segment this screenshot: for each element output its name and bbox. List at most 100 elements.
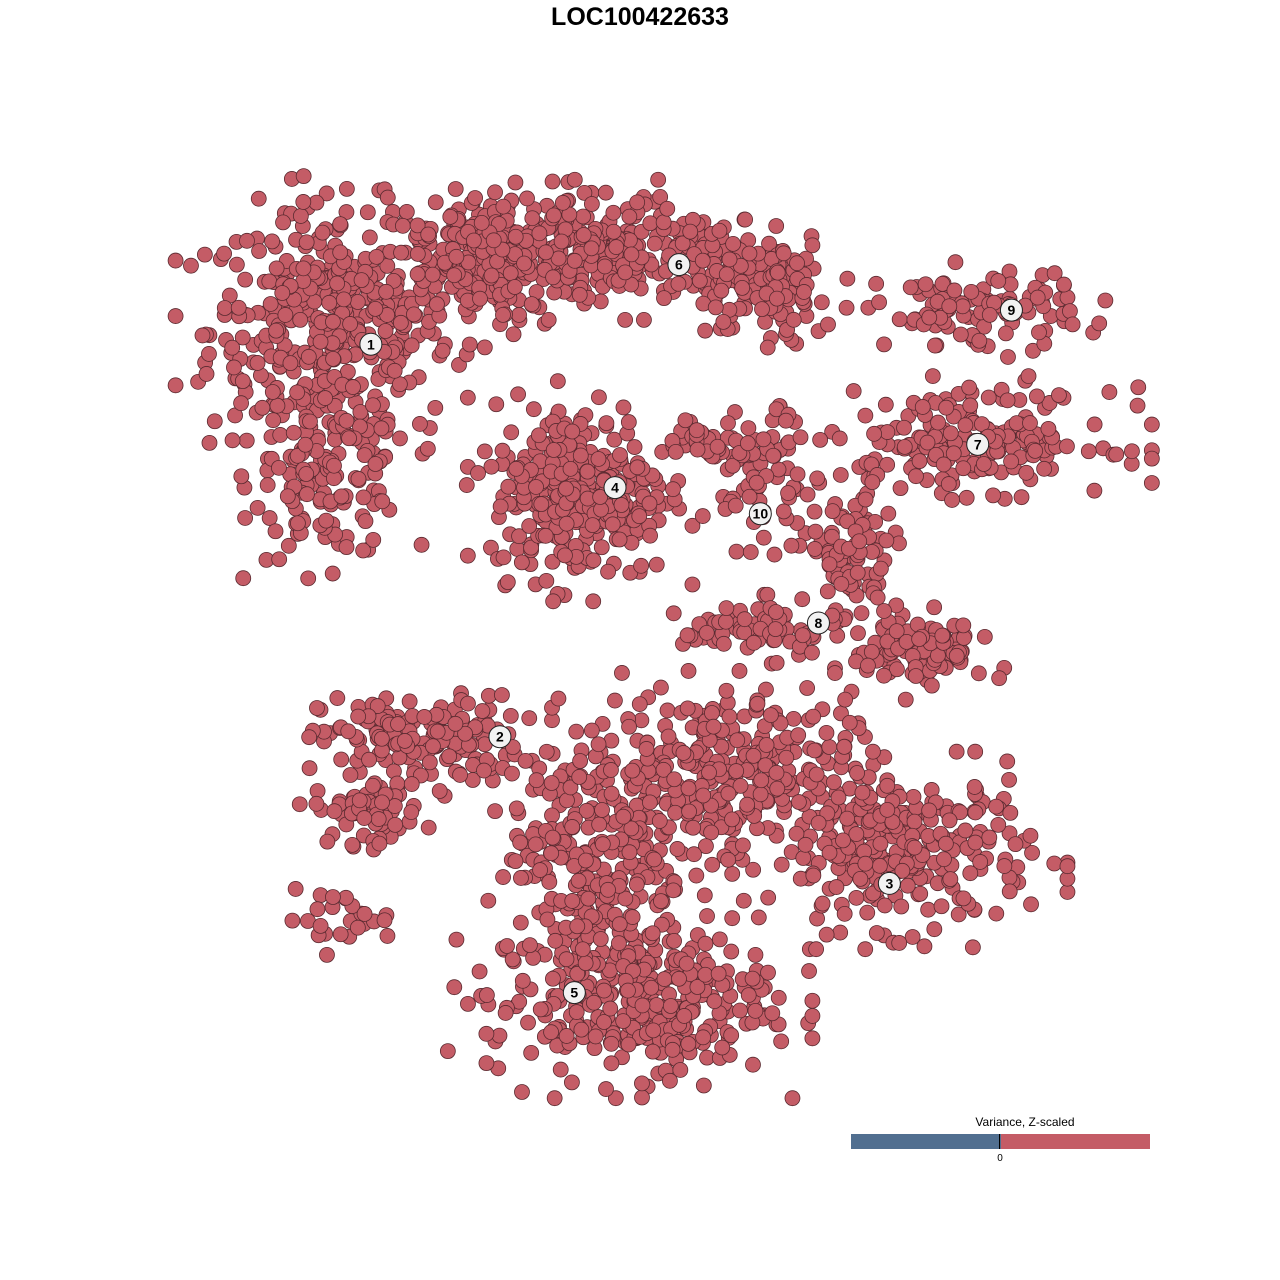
data-point (297, 436, 314, 453)
data-point (828, 879, 845, 895)
data-point (752, 786, 769, 803)
data-point (636, 312, 652, 328)
data-point (621, 844, 638, 861)
data-point (374, 794, 390, 811)
data-point (420, 226, 437, 243)
data-point (684, 576, 701, 593)
data-point (784, 1090, 801, 1107)
data-point (543, 1024, 559, 1041)
data-point (916, 938, 933, 955)
cluster-label-7: 7 (966, 432, 990, 456)
data-point (805, 708, 822, 725)
data-point (696, 887, 713, 904)
data-point (325, 889, 341, 905)
data-point (527, 836, 544, 853)
data-point (605, 204, 622, 221)
data-point (506, 279, 523, 295)
data-point (1062, 303, 1078, 320)
data-point (571, 286, 588, 303)
data-point (826, 774, 842, 791)
data-point (318, 185, 335, 202)
data-point (594, 836, 611, 853)
legend-low-segment (851, 1134, 1001, 1149)
data-point (287, 881, 304, 897)
data-point (1143, 416, 1160, 433)
data-point (558, 480, 574, 497)
data-point (742, 544, 759, 560)
data-point (448, 248, 465, 265)
data-point (277, 307, 294, 323)
data-point (837, 691, 854, 708)
data-point (394, 217, 411, 234)
data-point (908, 668, 924, 684)
data-point (476, 762, 492, 779)
data-point (667, 804, 684, 821)
data-point (967, 804, 984, 821)
data-point (514, 972, 531, 989)
data-point (852, 870, 869, 887)
data-point (224, 339, 241, 356)
data-point (572, 447, 589, 464)
data-point (897, 691, 914, 708)
data-point (905, 788, 922, 805)
data-point (808, 941, 825, 958)
data-point (511, 307, 527, 323)
data-point (587, 1028, 604, 1045)
data-point (499, 574, 516, 591)
cluster-label-text: 1 (367, 336, 375, 352)
data-point (350, 471, 367, 487)
data-point (448, 931, 465, 948)
data-point (522, 937, 538, 954)
data-point (392, 430, 408, 447)
data-point (1022, 827, 1039, 844)
data-point (332, 216, 349, 233)
data-point (934, 627, 951, 644)
data-point (667, 443, 684, 460)
data-point (593, 539, 610, 556)
legend-tick-label: 0 (997, 1153, 1003, 1164)
data-point (962, 397, 979, 414)
data-point (645, 1022, 662, 1039)
data-point (583, 196, 600, 212)
data-point (749, 695, 766, 712)
data-point (396, 733, 413, 749)
data-point (543, 775, 560, 791)
data-point (492, 498, 509, 515)
data-point (613, 497, 630, 513)
data-point (804, 1008, 821, 1024)
data-point (377, 323, 394, 339)
data-point (697, 322, 714, 339)
data-point (711, 222, 728, 239)
data-point (361, 751, 377, 768)
data-point (694, 252, 711, 269)
data-point (356, 447, 373, 464)
legend-colorbar (851, 1134, 1150, 1149)
data-point (329, 275, 346, 292)
data-point (686, 846, 702, 863)
data-point (603, 1035, 620, 1052)
data-point (631, 696, 648, 712)
data-point (628, 876, 645, 893)
data-point (713, 282, 730, 299)
data-point (681, 803, 697, 820)
data-point (990, 273, 1007, 289)
data-point (406, 306, 422, 323)
data-point (875, 667, 892, 684)
data-point (612, 447, 628, 463)
data-point (365, 531, 382, 548)
data-point (976, 628, 993, 645)
data-point (525, 401, 542, 418)
data-point (523, 296, 540, 312)
data-point (998, 325, 1014, 342)
data-point (753, 772, 770, 789)
data-point (605, 223, 622, 240)
data-point (795, 850, 812, 866)
data-point (355, 489, 372, 506)
data-point (1086, 482, 1103, 499)
data-point (573, 1021, 590, 1038)
data-point (412, 416, 428, 432)
data-point (538, 572, 555, 589)
data-point (413, 536, 430, 553)
data-point (853, 605, 870, 622)
data-point (201, 434, 218, 451)
